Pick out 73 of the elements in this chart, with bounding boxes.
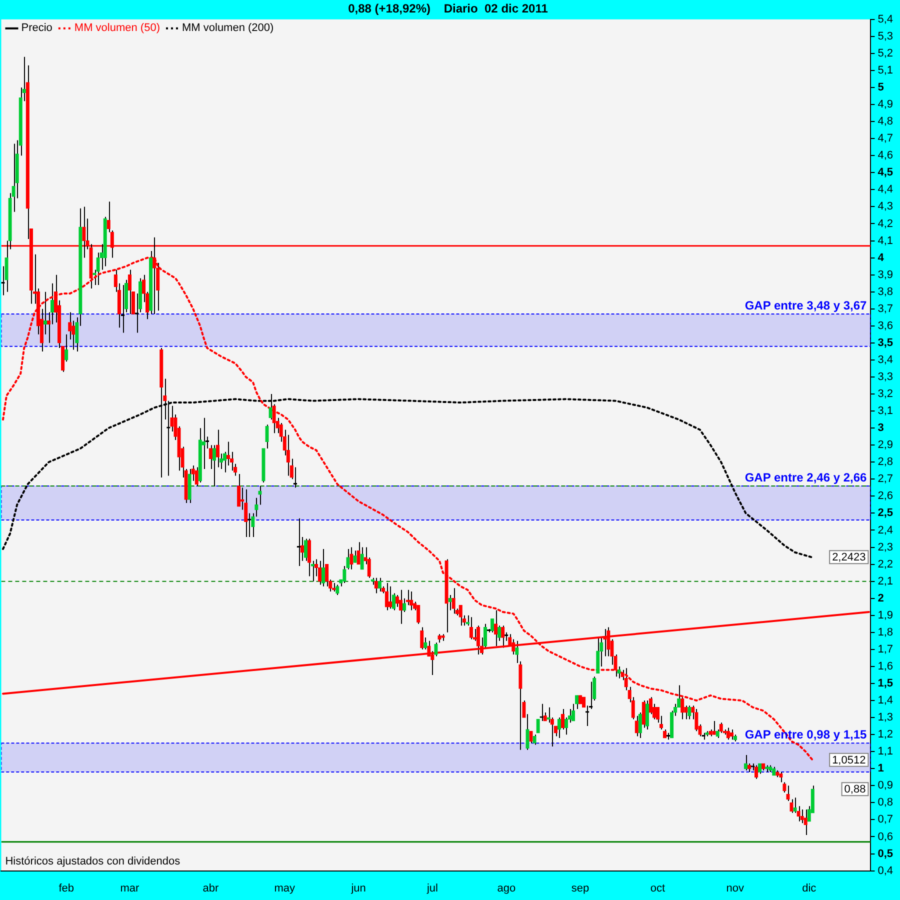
x-tick-label: nov [726, 882, 745, 894]
y-tick-label: 2,5 [878, 507, 894, 520]
y-tick-label: 4,4 [878, 184, 894, 196]
y-tick-label: 0,5 [878, 848, 894, 860]
y-tick-label: 3,6 [878, 320, 894, 332]
annotation: 2,2423 [832, 552, 866, 564]
y-tick-label: 2,7 [878, 473, 894, 486]
y-tick-label: 5,3 [878, 30, 894, 42]
y-tick-label: 4,8 [878, 116, 894, 128]
y-tick-label: 3,7 [878, 302, 894, 315]
band-label: GAP entre 2,46 y 2,66 [744, 470, 868, 484]
y-tick-label: 4,7 [878, 132, 894, 145]
y-tick-label: 4,5 [878, 166, 894, 179]
y-tick-label: 5,2 [878, 47, 894, 60]
y-tick-label: 1,2 [878, 728, 894, 741]
y-tick-label: 0,9 [878, 780, 894, 792]
y-tick-label: 1,7 [878, 643, 894, 656]
y-tick-label: 3,2 [878, 388, 894, 400]
y-tick-label: 2,1 [878, 575, 894, 588]
y-tick-label: 3,3 [878, 371, 894, 384]
chart-title: 0,88 (+18,92%) Diario 02 dic 2011 [348, 2, 548, 16]
x-tick-label: may [274, 882, 296, 894]
y-tick-label: 3,9 [878, 268, 894, 281]
x-tick-label: jul [426, 882, 438, 894]
y-tick-label: 5,4 [878, 13, 894, 26]
band-label: GAP entre 0,98 y 1,15 [744, 727, 868, 742]
y-tick-label: 1,3 [878, 712, 894, 724]
y-tick-label: 0,8 [878, 796, 894, 809]
y-tick-label: 3 [878, 422, 884, 434]
x-tick-label: ago [497, 882, 516, 894]
x-tick-label: abr [202, 882, 219, 894]
annotation: Históricos ajustados con dividendos [5, 855, 181, 868]
y-tick-label: 4,9 [878, 98, 894, 111]
y-tick-label: 1,8 [878, 626, 894, 638]
y-tick-label: 1,1 [878, 746, 894, 758]
y-tick-label: 4,2 [878, 218, 894, 230]
y-tick-label: 1,4 [878, 694, 894, 707]
y-tick-label: 3,8 [878, 286, 894, 298]
y-tick-label: 0,6 [878, 830, 894, 843]
y-tick-label: 2,4 [878, 524, 894, 536]
x-tick-label: mar [120, 882, 140, 894]
y-tick-label: 1,6 [878, 660, 894, 672]
annotation: 1,0512 [832, 754, 866, 766]
y-tick-label: 4,1 [878, 234, 894, 247]
y-tick-label: 2 [878, 592, 884, 604]
x-tick-label: oct [650, 882, 666, 894]
y-tick-label: 4,3 [878, 200, 894, 213]
y-tick-label: 2,6 [878, 490, 894, 502]
x-tick-label: feb [58, 882, 74, 894]
legend-label: MM volumen (50) [74, 22, 160, 34]
y-tick-label: 1,9 [878, 609, 894, 622]
y-tick-label: 3,1 [878, 405, 894, 418]
y-tick-label: 2,2 [878, 558, 894, 570]
y-tick-label: 4 [878, 252, 885, 264]
y-tick-label: 4,6 [878, 150, 894, 162]
y-tick-label: 1,5 [878, 678, 894, 690]
y-tick-label: 3,5 [878, 336, 894, 349]
x-tick-label: dic [802, 882, 817, 894]
y-tick-label: 0,4 [878, 864, 894, 877]
legend-label: MM volumen (200) [182, 22, 274, 34]
band-label: GAP entre 3,48 y 3,67 [744, 298, 868, 312]
y-tick-label: 2,3 [878, 541, 894, 554]
y-tick-label: 2,8 [878, 456, 894, 468]
legend-label: Precio [21, 22, 52, 34]
annotation: 0,88 [844, 784, 866, 796]
x-tick-label: jun [350, 882, 366, 894]
y-tick-label: 1 [878, 762, 884, 775]
y-tick-label: 5,1 [878, 64, 894, 77]
y-tick-label: 0,7 [878, 814, 894, 826]
y-tick-label: 5 [878, 82, 884, 94]
y-tick-label: 3,4 [878, 354, 894, 366]
x-tick-label: sep [571, 882, 590, 894]
y-tick-label: 2,9 [878, 439, 894, 452]
